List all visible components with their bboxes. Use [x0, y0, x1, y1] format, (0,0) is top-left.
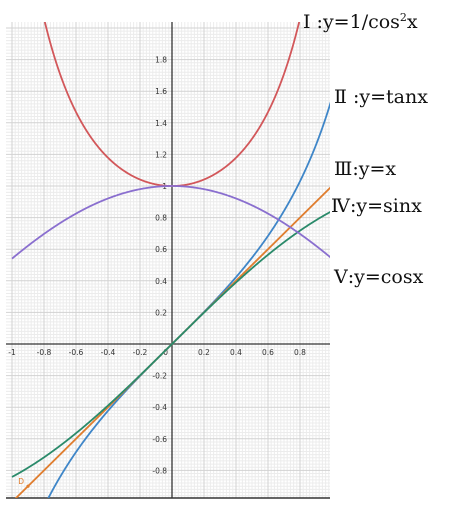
y-tick-label: 1.2: [155, 150, 167, 159]
y-tick-label: -0.2: [152, 372, 167, 381]
tick-labels: -1 -0.8 -0.6 -0.4 -0.2 0.2 0.4 0.6 0.8 1.8 1.6 1.4 1…: [8, 56, 306, 476]
y-tick-label: 1.4: [155, 119, 167, 128]
series-label-sec2: Ⅰ :y=1/cos2x: [303, 11, 418, 33]
axes: [6, 22, 330, 499]
y-tick-label: 1.8: [155, 56, 167, 65]
x-tick-label: -0.2: [133, 348, 148, 357]
x-tick-label: -0.8: [37, 348, 52, 357]
series-label-cos: Ⅴ:y=cosx: [334, 266, 424, 288]
series-label-identity: Ⅲ:y=x: [334, 158, 397, 180]
y-tick-label: 1.6: [155, 87, 167, 96]
y-tick-label: -0.8: [152, 466, 167, 475]
series-label-sin: Ⅳ:y=sinx: [331, 195, 422, 217]
x-tick-label: 0.8: [294, 348, 306, 357]
curves: D: [11, 22, 330, 498]
curve-sin: [11, 211, 330, 478]
y-tick-label: 0.6: [155, 245, 167, 254]
series-label-tan: Ⅱ :y=tanx: [334, 86, 428, 108]
point-marker: [26, 484, 30, 488]
x-tick-label: 0.2: [198, 348, 210, 357]
x-tick-label: -1: [8, 348, 16, 357]
y-tick-label: 0.8: [155, 214, 167, 223]
y-tick-label: -0.4: [152, 403, 167, 412]
x-tick-label: 0.4: [230, 348, 242, 357]
y-tick-label: -0.6: [152, 435, 167, 444]
x-tick-label: 0.6: [262, 348, 274, 357]
major-grid: [6, 22, 330, 498]
x-tick-label: -0.6: [69, 348, 84, 357]
origin-label: 0: [163, 348, 168, 357]
minor-grid: [6, 22, 330, 498]
y-tick-label: 0.2: [155, 308, 167, 317]
x-tick-label: -0.4: [101, 348, 116, 357]
point-label: D: [18, 477, 24, 486]
curve-cos: [11, 185, 330, 260]
y-tick-label: 0.4: [155, 277, 167, 286]
